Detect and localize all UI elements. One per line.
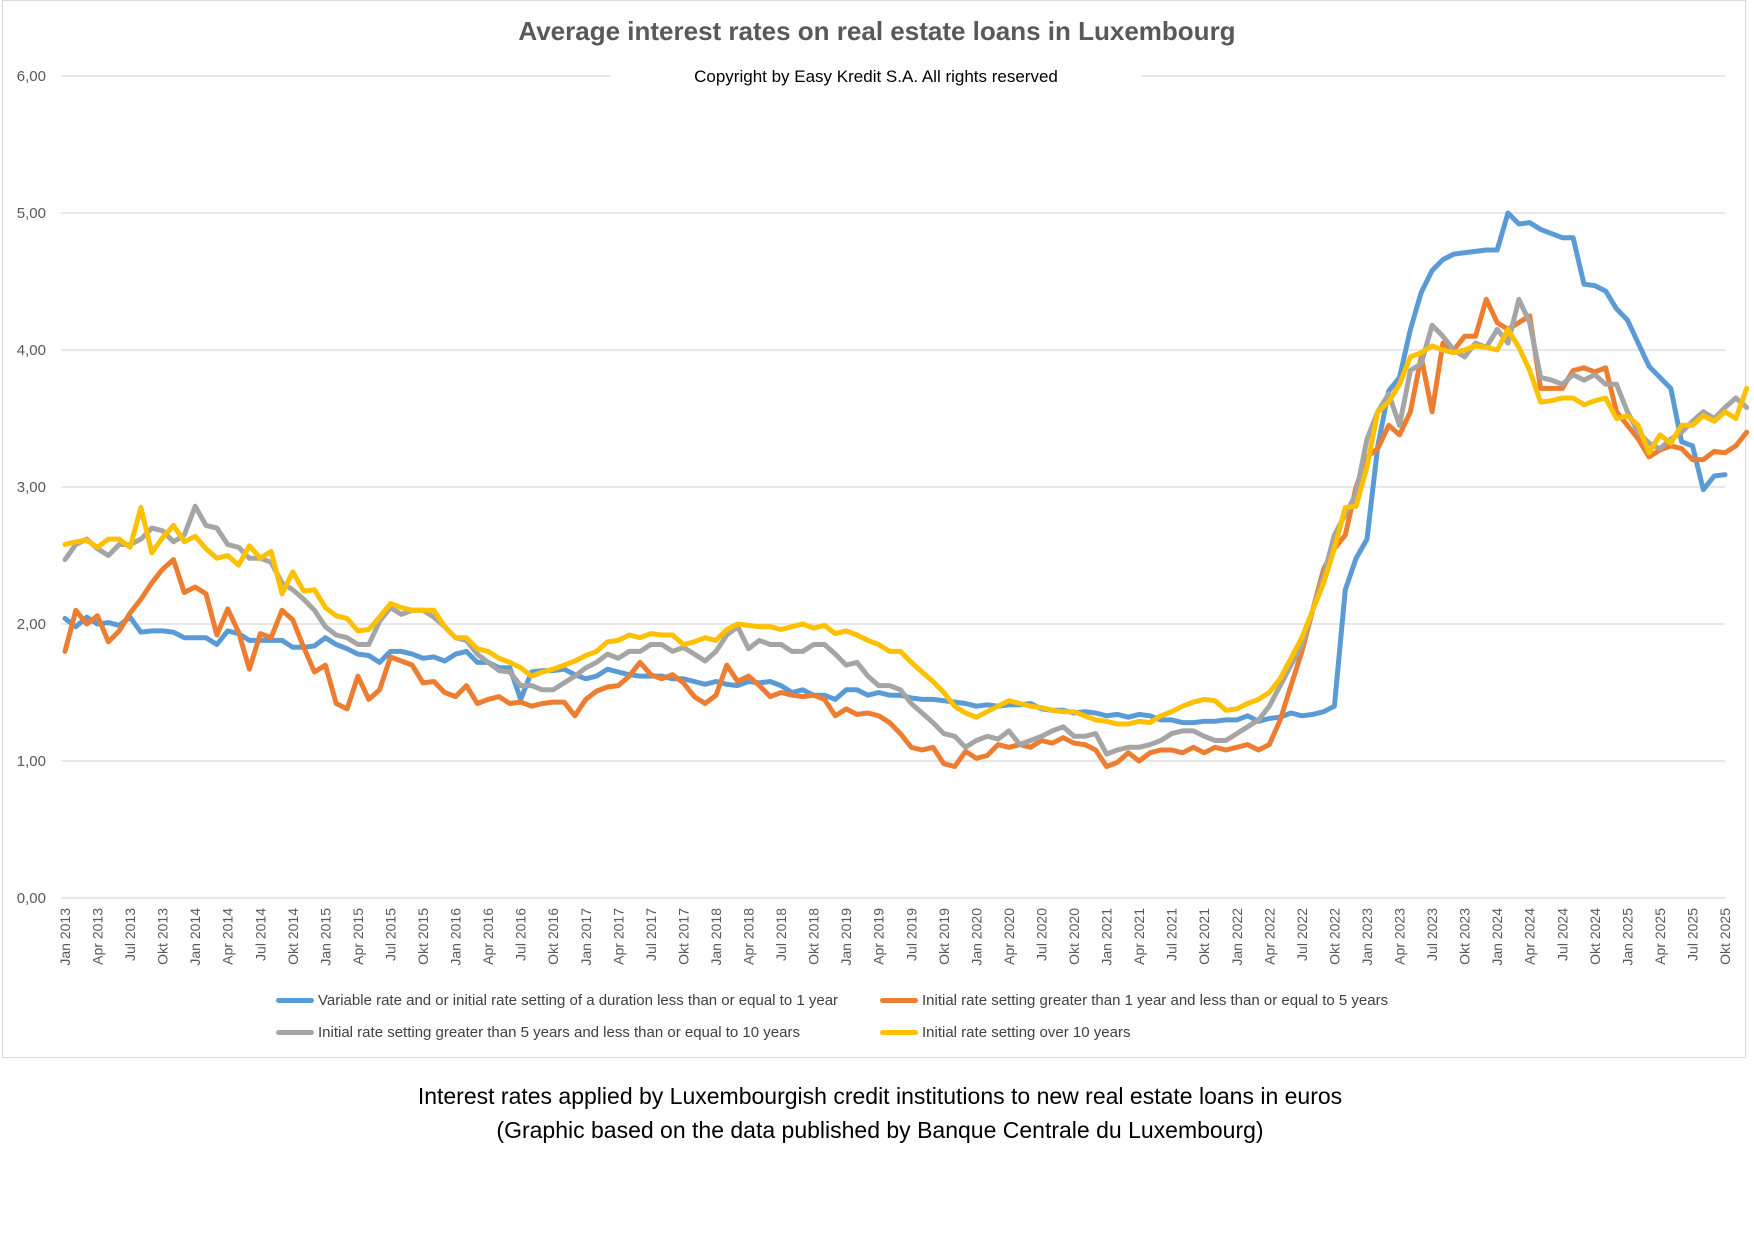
x-tick-label: Jul 2023 <box>1424 908 1440 961</box>
x-tick-label: Apr 2019 <box>871 908 887 965</box>
x-tick-label: Jul 2025 <box>1684 908 1700 961</box>
x-tick-label: Jul 2021 <box>1164 908 1180 961</box>
x-tick-label: Okt 2014 <box>285 908 301 965</box>
x-tick-label: Apr 2022 <box>1261 908 1277 965</box>
x-tick-label: Okt 2016 <box>545 908 561 965</box>
y-tick-label: 3,00 <box>17 479 46 496</box>
x-tick-label: Jul 2024 <box>1554 908 1570 961</box>
chart-frame <box>2 0 1746 1058</box>
x-tick-label: Okt 2019 <box>936 908 952 965</box>
series-line-4 <box>62 326 1750 727</box>
x-tick-label: Jul 2017 <box>643 908 659 961</box>
x-tick-label: Jan 2021 <box>1099 908 1115 966</box>
x-tick-label: Jan 2016 <box>448 908 464 966</box>
y-tick-label: 0,00 <box>17 890 46 907</box>
x-tick-label: Jul 2018 <box>773 908 789 961</box>
x-axis-tick-labels: Jan 2013 Apr 2013 Jul 2013 Okt 2013 Jan 2014… <box>57 908 1733 966</box>
legend-swatch-orange <box>880 998 918 1003</box>
chart-subtitle: Copyright by Easy Kredit S.A. All rights… <box>611 67 1141 87</box>
legend-label: Initial rate setting over 10 years <box>922 1024 1131 1041</box>
y-tick-label: 4,00 <box>17 342 46 359</box>
x-tick-label: Jan 2014 <box>187 908 203 966</box>
y-axis-tick-labels: 0,00 1,00 2,00 3,00 4,00 5,00 6,00 <box>17 68 46 907</box>
legend-swatch-yellow <box>880 1030 918 1035</box>
x-tick-label: Apr 2020 <box>1001 908 1017 965</box>
x-tick-label: Okt 2013 <box>155 908 171 965</box>
x-tick-label: Jan 2022 <box>1229 908 1245 966</box>
x-tick-label: Jan 2025 <box>1619 908 1635 966</box>
legend-item-variable-rate: Variable rate and or initial rate settin… <box>276 992 838 1009</box>
x-tick-label: Jan 2024 <box>1489 908 1505 966</box>
y-tick-label: 6,00 <box>17 68 46 85</box>
x-tick-label: Apr 2014 <box>220 908 236 965</box>
x-tick-label: Apr 2021 <box>1131 908 1147 965</box>
legend-item-5-10-years: Initial rate setting greater than 5 year… <box>276 1024 800 1041</box>
series-line-1 <box>62 210 1728 726</box>
legend-swatch-gray <box>276 1030 314 1035</box>
x-tick-label: Apr 2025 <box>1652 908 1668 965</box>
x-tick-label: Apr 2017 <box>610 908 626 965</box>
x-tick-label: Okt 2017 <box>675 908 691 965</box>
series-line-2 <box>62 296 1750 769</box>
series-lines <box>62 210 1750 769</box>
x-tick-label: Apr 2023 <box>1392 908 1408 965</box>
x-tick-label: Okt 2025 <box>1717 908 1733 965</box>
y-tick-label: 5,00 <box>17 205 46 222</box>
legend-label: Initial rate setting greater than 5 year… <box>318 1024 800 1041</box>
x-tick-label: Jul 2013 <box>122 908 138 961</box>
legend-item-over-10-years: Initial rate setting over 10 years <box>880 1024 1130 1041</box>
line-chart: 0,00 1,00 2,00 3,00 4,00 5,00 6,00 Jan 2013 Apr… <box>17 68 1750 966</box>
caption-line-1: Interest rates applied by Luxembourgish … <box>417 1083 1343 1109</box>
x-tick-label: Apr 2013 <box>90 908 106 965</box>
legend-item-1-5-years: Initial rate setting greater than 1 year… <box>880 992 1388 1009</box>
x-tick-label: Okt 2021 <box>1196 908 1212 965</box>
x-tick-label: Okt 2020 <box>1066 908 1082 965</box>
legend-swatch-blue <box>276 998 314 1003</box>
x-tick-label: Okt 2018 <box>806 908 822 965</box>
x-tick-label: Okt 2023 <box>1457 908 1473 965</box>
x-tick-label: Jan 2015 <box>317 908 333 966</box>
legend-label: Variable rate and or initial rate settin… <box>318 992 839 1009</box>
x-tick-label: Jan 2018 <box>708 908 724 966</box>
x-tick-label: Apr 2018 <box>741 908 757 965</box>
x-tick-label: Jan 2013 <box>57 908 73 966</box>
x-tick-label: Jul 2020 <box>1033 908 1049 961</box>
x-tick-label: Jul 2015 <box>382 908 398 961</box>
x-tick-label: Okt 2015 <box>415 908 431 965</box>
x-tick-label: Okt 2024 <box>1587 908 1603 965</box>
x-tick-label: Okt 2022 <box>1326 908 1342 965</box>
x-tick-label: Jan 2017 <box>578 908 594 966</box>
x-tick-label: Jul 2022 <box>1294 908 1310 961</box>
y-tick-label: 2,00 <box>17 616 46 633</box>
x-tick-label: Jan 2023 <box>1359 908 1375 966</box>
x-tick-label: Apr 2024 <box>1522 908 1538 965</box>
x-tick-label: Jan 2019 <box>838 908 854 966</box>
series-line-3 <box>62 296 1750 757</box>
x-tick-label: Jan 2020 <box>968 908 984 966</box>
x-tick-label: Jul 2016 <box>513 908 529 961</box>
x-tick-label: Apr 2015 <box>350 908 366 965</box>
y-tick-label: 1,00 <box>17 753 46 770</box>
legend-label: Initial rate setting greater than 1 year… <box>922 992 1389 1009</box>
x-tick-label: Jul 2019 <box>903 908 919 961</box>
x-tick-label: Apr 2016 <box>480 908 496 965</box>
gridlines <box>61 75 1725 899</box>
x-tick-label: Jul 2014 <box>252 908 268 961</box>
chart-title: Average interest rates on real estate lo… <box>518 16 1236 46</box>
caption-line-2: (Graphic based on the data published by … <box>496 1117 1264 1143</box>
